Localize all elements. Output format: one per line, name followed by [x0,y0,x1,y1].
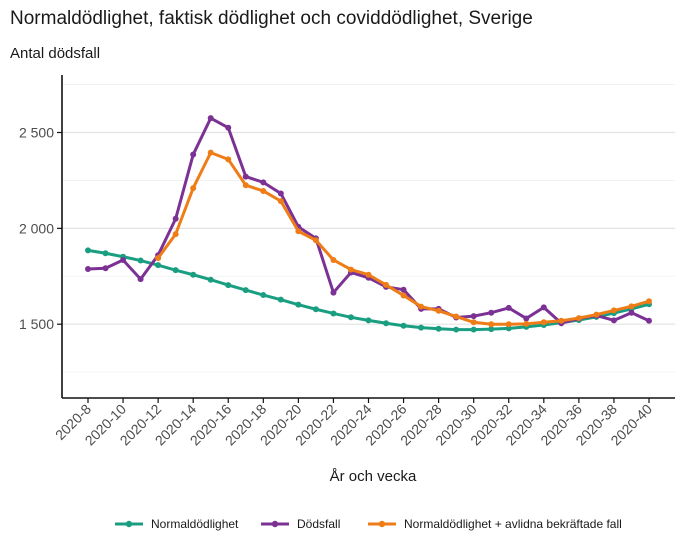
series-2-point [646,298,652,305]
series-2-point [575,315,582,322]
series-0-point [330,310,337,317]
series-1-point [85,265,91,272]
series-2-point [435,307,442,314]
series-1-point [207,115,214,122]
series-2-point [242,182,249,189]
series-2-point [277,198,284,205]
series-0-point [418,324,425,331]
series-0-point [155,262,162,269]
chart-subtitle: Antal dödsfall [10,45,101,62]
series-2-point [347,266,354,273]
series-1-point [505,304,512,311]
series-0-point [85,247,91,254]
series-0-point [225,282,232,289]
series-0-point [365,317,372,324]
series-2-point [155,255,162,262]
legend-label-2: Normaldödlighet + avlidna bekräftade fal… [404,517,622,531]
series-2-point [628,303,635,310]
series-0-point [347,314,354,321]
series-2-point [523,320,530,327]
series-2-point [190,185,197,192]
series-1-point [610,317,617,324]
series-2-point [593,311,600,318]
series-2-point [470,319,477,326]
series-1-point [628,309,635,316]
series-1-point [190,151,197,158]
series-1-point [102,265,109,272]
series-2-point [383,281,390,288]
series-1-point [242,173,249,180]
legend-label-0: Normaldödlighet [151,517,239,531]
series-1-point [470,313,477,320]
series-1-point [540,304,547,311]
y-tick-label: 2 500 [19,125,54,141]
series-2-point [312,237,319,244]
legend: Normaldödlighet Dödsfall Normaldödlighet +… [115,517,622,531]
series-2-point [330,256,337,263]
series-1-point [523,315,530,322]
series-0-point [207,276,214,283]
series-0-point [277,296,284,303]
series-2-point [540,319,547,326]
series-0-point [470,326,477,333]
series-2-point [400,292,407,299]
series-2-point [488,321,495,328]
series-0-point [453,326,460,333]
series-1-point [277,190,284,197]
series-0-point [295,301,302,308]
series-0-point [190,271,197,278]
series-1-point [120,256,127,263]
series-1-point [172,215,179,222]
series-0-point [102,250,109,257]
series-0-point [435,325,442,332]
series-2-point [365,271,372,278]
series-1-point [400,286,407,293]
series-0-point [488,326,495,333]
series-1-point [646,317,652,324]
grid [62,84,675,373]
series-layer [85,115,652,333]
series-1-point [225,124,232,131]
series-line-1 [86,116,651,325]
series-2-point [295,228,302,235]
series-0-point [505,325,512,332]
series-2-point [207,149,214,156]
legend-label-1: Dödsfall [297,517,340,531]
series-2-point [260,187,267,194]
series-0-point [260,292,267,299]
y-tick-label: 1 500 [19,316,54,332]
series-1-point [260,179,267,186]
axes [61,75,675,399]
series-0-point [172,267,179,274]
series-2-point [225,156,232,163]
series-2-point [418,303,425,310]
series-2-point [610,307,617,314]
series-2-point [505,321,512,328]
series-1-point [330,289,337,296]
series-2-point [453,313,460,320]
y-tick-label: 2 000 [19,220,54,236]
series-0-point [383,320,390,327]
series-line-2 [156,151,651,326]
x-axis-label: År och vecka [330,468,417,485]
chart-title: Normaldödlighet, faktisk dödlighet och c… [10,8,533,29]
series-1-point [488,309,495,316]
series-2-point [172,231,179,238]
series-0-point [400,322,407,329]
series-1-point [137,276,144,283]
legend-swatch-point-0 [125,520,133,528]
series-0-point [242,287,249,294]
legend-swatch-point-1 [271,520,279,528]
series-2-point [558,317,565,324]
series-0-point [137,257,144,264]
legend-swatch-point-2 [378,520,386,528]
series-0-point [312,306,319,313]
